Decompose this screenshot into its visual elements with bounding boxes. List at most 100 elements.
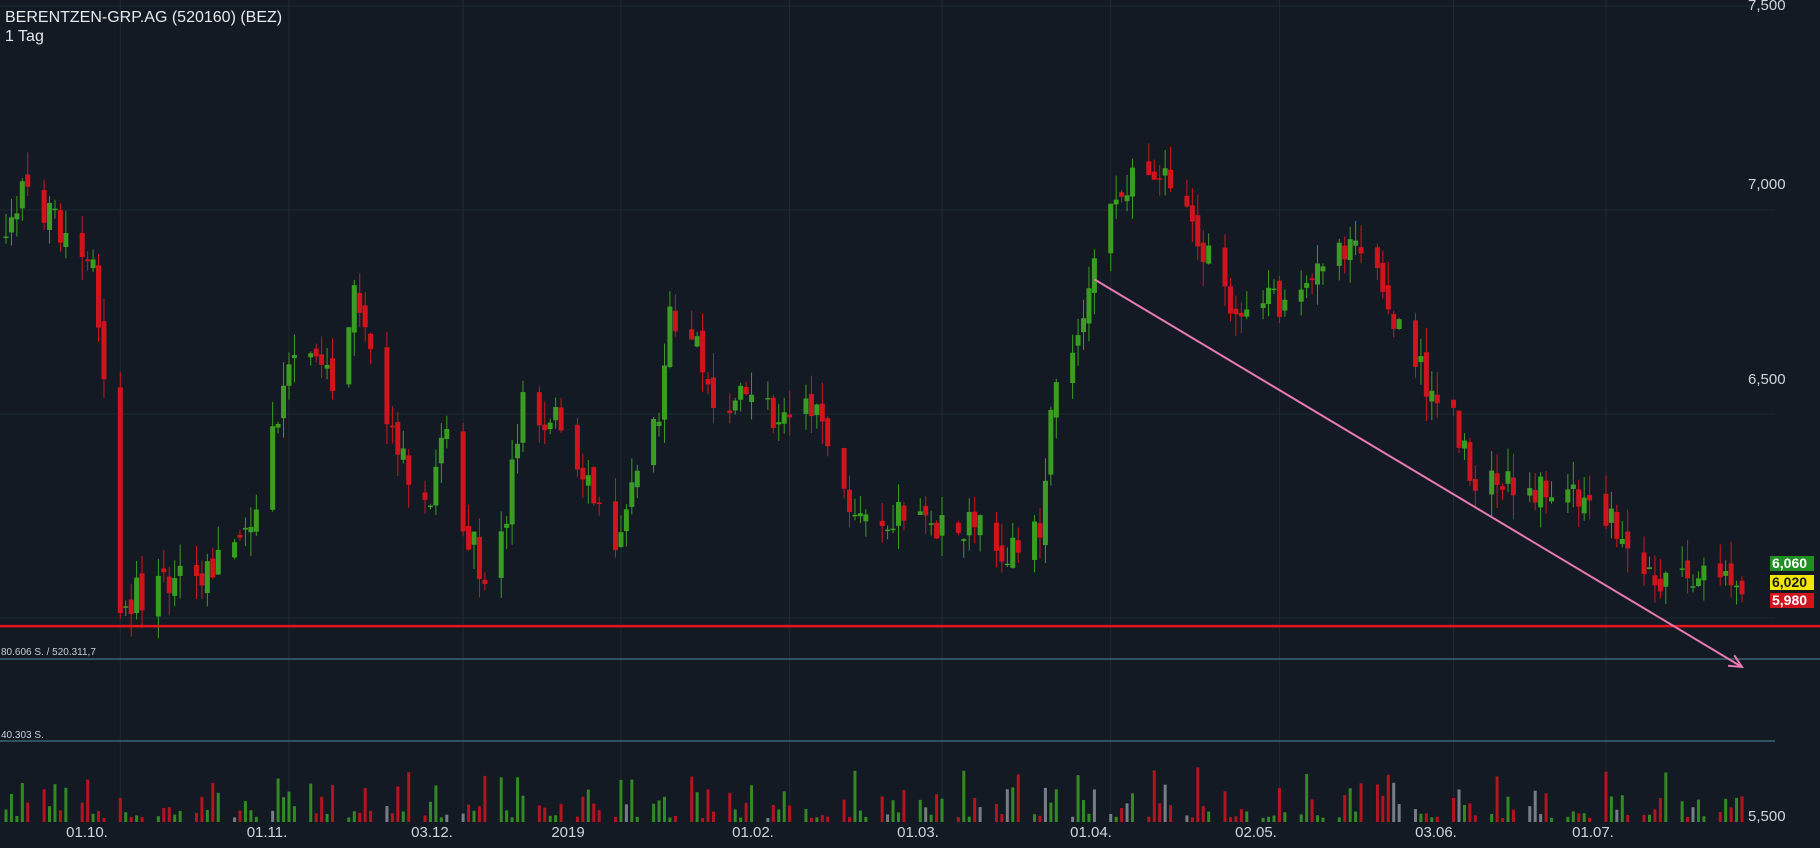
candle-body <box>536 392 542 426</box>
candle-body <box>1532 489 1538 503</box>
volume-bar <box>554 815 558 822</box>
candle-body <box>1200 242 1206 263</box>
volume-bar <box>973 797 977 822</box>
volume-bar <box>1261 817 1265 822</box>
volume-bar <box>1501 817 1505 822</box>
candle-body <box>270 426 276 510</box>
volume-bar <box>325 813 329 822</box>
candle-body <box>1086 288 1092 324</box>
candle-body <box>1423 352 1429 397</box>
candle-body <box>1576 489 1582 507</box>
volume-bar <box>820 815 824 822</box>
candle-body <box>19 181 25 209</box>
volume-bar <box>1381 795 1385 822</box>
candle-body <box>286 364 292 386</box>
candle-body <box>738 385 744 400</box>
volume-bar <box>1305 774 1309 822</box>
volume-bar <box>363 787 367 822</box>
volume-bar <box>1310 799 1314 822</box>
trend-arrow-line <box>1093 278 1743 668</box>
volume-bar <box>994 804 998 822</box>
volume-bar <box>505 810 509 822</box>
volume-bar <box>162 808 166 822</box>
candle-body <box>362 305 368 328</box>
candle-body <box>1581 497 1587 514</box>
candle-body <box>248 527 254 533</box>
candle-body <box>1723 571 1729 576</box>
candle-body <box>210 558 216 578</box>
candle-body <box>324 364 330 369</box>
candle-body <box>1494 473 1500 485</box>
volume-bar <box>1452 797 1456 822</box>
volume-bar <box>668 817 672 822</box>
volume-bar <box>80 802 84 822</box>
volume-bar <box>1397 804 1401 822</box>
volume-bar <box>1506 796 1510 822</box>
candle-body <box>857 513 863 517</box>
volume-bar <box>1169 805 1173 822</box>
volume-bar <box>200 796 204 822</box>
candle-body <box>656 421 662 426</box>
candle-body <box>275 423 281 428</box>
candle-body <box>1734 585 1740 588</box>
candle-body <box>400 448 406 460</box>
volume-bar <box>1239 809 1243 822</box>
volume-bar <box>630 779 634 822</box>
volume-bar <box>575 816 579 822</box>
volume-bar <box>1686 816 1690 822</box>
volume-bar <box>309 783 313 822</box>
candle-body <box>863 514 869 522</box>
grid-lines <box>0 0 1775 822</box>
volume-bar <box>1087 813 1091 822</box>
volume-bar <box>521 795 525 822</box>
volume-bar <box>1082 800 1086 822</box>
candle-body <box>444 429 450 439</box>
volume-bar <box>1114 816 1118 822</box>
candle-body <box>999 545 1005 562</box>
volume-bar <box>86 779 90 822</box>
candle-body <box>57 210 63 243</box>
volume-bar <box>1207 811 1211 822</box>
candle-body <box>1690 586 1696 588</box>
candle-body <box>1347 239 1353 261</box>
candle-body <box>1500 486 1506 490</box>
candle-body <box>580 467 586 480</box>
candle-body <box>1358 247 1364 254</box>
volume-bar <box>537 805 541 822</box>
candle-body <box>460 431 466 532</box>
candle-body <box>651 418 657 466</box>
volume-bar <box>1680 801 1684 822</box>
candle-body <box>1233 308 1239 315</box>
x-tick-1: 01.11. <box>246 824 288 841</box>
volume-bar <box>896 812 900 822</box>
volume-bar <box>918 799 922 822</box>
candle-body <box>1570 484 1576 489</box>
candle-body <box>63 233 69 248</box>
candle-body <box>1113 199 1119 205</box>
x-tick-9: 01.07. <box>1572 824 1614 841</box>
candle-body <box>319 354 325 365</box>
candle-body <box>1685 560 1691 579</box>
candle-body <box>1695 578 1701 586</box>
volume-bar <box>445 814 449 822</box>
candle-body <box>520 392 526 443</box>
candle-body <box>242 527 248 530</box>
volume-bar <box>15 815 19 822</box>
candle-body <box>466 525 472 550</box>
volume-bar <box>1430 817 1434 822</box>
volume-bar <box>1316 815 1320 822</box>
candle-body <box>613 501 619 551</box>
candle-body <box>890 528 896 531</box>
volume-bar <box>1696 799 1700 822</box>
candle-body <box>770 397 776 428</box>
candle-body <box>128 599 134 615</box>
candle-body <box>1489 470 1495 495</box>
y-tick-6500: 6,500 <box>1748 371 1786 388</box>
volume-bar <box>1234 816 1238 822</box>
candle-body <box>895 502 901 526</box>
volume-bar <box>848 817 852 822</box>
volume-bar <box>1729 807 1733 822</box>
candle-body <box>90 259 96 269</box>
candle-body <box>1456 410 1462 448</box>
candle-body <box>1717 563 1723 578</box>
